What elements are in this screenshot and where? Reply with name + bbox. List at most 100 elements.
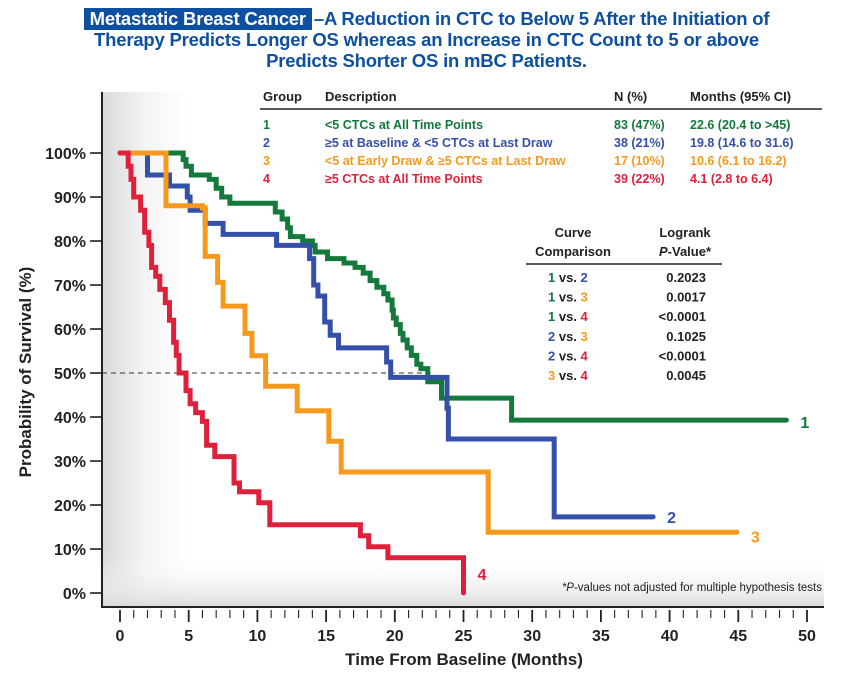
y-axis-label: Probability of Survival (%) (16, 267, 35, 478)
title-line3: Predicts Shorter OS in mBC Patients. (266, 50, 587, 71)
comparison-group-b: 3 (581, 329, 588, 344)
curve-header-1: Curve (555, 225, 592, 240)
x-tick-label: 50 (798, 628, 816, 645)
y-tick-label: 100% (45, 146, 86, 163)
logrank-header-2: P-Value* (659, 244, 712, 259)
curve-header-2: Comparison (535, 244, 611, 259)
survival-curve-group-3 (117, 150, 740, 535)
comparison-group-b: 4 (581, 309, 589, 324)
curve-comparison: 3 vs. 4 (548, 368, 589, 383)
x-tick-label: 35 (592, 628, 610, 645)
group-description: ≥5 CTCs at All Time Points (325, 172, 483, 186)
y-tick-label: 20% (54, 498, 86, 515)
group-description: ≥5 at Baseline & <5 CTCs at Last Draw (325, 136, 553, 150)
n-header: N (%) (614, 89, 647, 104)
vs-label: vs. (555, 329, 580, 344)
curve-end-label-group-3: 3 (751, 529, 760, 546)
x-tick-label: 15 (317, 628, 335, 645)
title-line1: –A Reduction in CTC to Below 5 After the… (313, 8, 770, 29)
curve-end-label-group-4: 4 (478, 567, 487, 584)
curve-comparison: 1 vs. 4 (548, 309, 589, 324)
curve-end-label-group-2: 2 (667, 510, 676, 527)
x-axis-label: Time From Baseline (Months) (345, 650, 583, 669)
logrank-p-value: 0.2023 (666, 270, 706, 285)
logrank-p-value: <0.0001 (659, 309, 706, 324)
group-n: 17 (10%) (614, 154, 665, 168)
group-description: <5 CTCs at All Time Points (325, 118, 483, 132)
logrank-table: Curve Comparison Logrank P-Value* 1 vs. … (526, 225, 722, 383)
vs-label: vs. (555, 309, 580, 324)
footnote-star-p: *P (562, 582, 574, 594)
logrank-p-value: 0.0017 (666, 290, 706, 305)
x-tick-label: 30 (523, 628, 541, 645)
description-header: Description (325, 89, 397, 104)
y-tick-label: 40% (54, 410, 86, 427)
logrank-header-1: Logrank (659, 225, 711, 240)
p-value-suffix: -Value* (668, 244, 712, 259)
survival-curve-group-1 (117, 150, 789, 423)
vs-label: vs. (555, 290, 580, 305)
y-tick-label: 80% (54, 234, 86, 251)
logrank-p-value: <0.0001 (659, 348, 706, 363)
chart-title: Metastatic Breast Cancer –A Reduction in … (0, 8, 853, 71)
curve-comparison: 1 vs. 2 (548, 270, 588, 285)
y-tick-label: 10% (54, 542, 86, 559)
comparison-group-b: 3 (581, 290, 588, 305)
group-median-months: 4.1 (2.8 to 6.4) (690, 172, 773, 186)
group-n: 83 (47%) (614, 118, 665, 132)
title-badge: Metastatic Breast Cancer (83, 8, 312, 30)
footnote-text: -values not adjusted for multiple hypoth… (574, 582, 822, 594)
group-median-months: 19.8 (14.6 to 31.6) (690, 136, 794, 150)
plot-background-shade (102, 92, 824, 607)
x-tick-label: 10 (249, 628, 267, 645)
group-table-row: 3 <5 at Early Draw & ≥5 CTCs at Last Draw… (263, 154, 787, 168)
comparison-group-a: 2 (548, 348, 555, 363)
comparison-group-a: 2 (548, 329, 555, 344)
comparison-group-b: 4 (581, 368, 589, 383)
group-description: <5 at Early Draw & ≥5 CTCs at Last Draw (325, 154, 566, 168)
logrank-row: 2 vs. 4 <0.0001 (548, 348, 706, 363)
logrank-p-value: 0.0045 (666, 368, 706, 383)
x-tick-label: 45 (729, 628, 747, 645)
group-table-row: 2 ≥5 at Baseline & <5 CTCs at Last Draw 38… (263, 136, 794, 150)
x-tick-label: 5 (184, 628, 193, 645)
comparison-group-a: 1 (548, 309, 555, 324)
curve-comparison: 2 vs. 3 (548, 329, 588, 344)
logrank-row: 2 vs. 3 0.1025 (548, 329, 706, 344)
group-median-months: 22.6 (20.4 to >45) (690, 118, 790, 132)
group-table-row: 4 ≥5 CTCs at All Time Points 39 (22%) 4.1 (… (263, 172, 773, 186)
group-median-months: 10.6 (6.1 to 16.2) (690, 154, 787, 168)
group-n: 38 (21%) (614, 136, 665, 150)
survival-curve-group-4 (117, 150, 466, 596)
vs-label: vs. (555, 368, 580, 383)
x-tick-label: 20 (386, 628, 404, 645)
group-table-row: 1 <5 CTCs at All Time Points 83 (47%) 22.6 … (263, 118, 790, 132)
curve-comparison: 2 vs. 4 (548, 348, 589, 363)
y-tick-label: 50% (54, 366, 86, 383)
group-number: 1 (263, 118, 270, 132)
y-tick-label: 70% (54, 278, 86, 295)
y-tick-label: 30% (54, 454, 86, 471)
comparison-group-a: 1 (548, 290, 555, 305)
comparison-group-b: 2 (581, 270, 588, 285)
group-number: 2 (263, 136, 270, 150)
comparison-group-b: 4 (581, 348, 589, 363)
logrank-row: 3 vs. 4 0.0045 (548, 368, 706, 383)
vs-label: vs. (555, 348, 580, 363)
logrank-p-value: 0.1025 (666, 329, 706, 344)
vs-label: vs. (555, 270, 580, 285)
logrank-row: 1 vs. 3 0.0017 (548, 290, 706, 305)
p-italic: P (659, 244, 668, 259)
y-tick-label: 90% (54, 190, 86, 207)
group-n: 39 (22%) (614, 172, 665, 186)
logrank-row: 1 vs. 2 0.2023 (548, 270, 706, 285)
logrank-row: 1 vs. 4 <0.0001 (548, 309, 706, 324)
x-tick-label: 25 (455, 628, 473, 645)
curve-comparison: 1 vs. 3 (548, 290, 588, 305)
group-header: Group (263, 89, 302, 104)
group-table: Group Description N (%) Months (95% CI) … (260, 89, 822, 186)
months-header: Months (95% CI) (690, 89, 791, 104)
survival-curve-group-2 (145, 150, 656, 520)
curve-end-label-group-1: 1 (800, 415, 809, 432)
y-tick-label: 60% (54, 322, 86, 339)
